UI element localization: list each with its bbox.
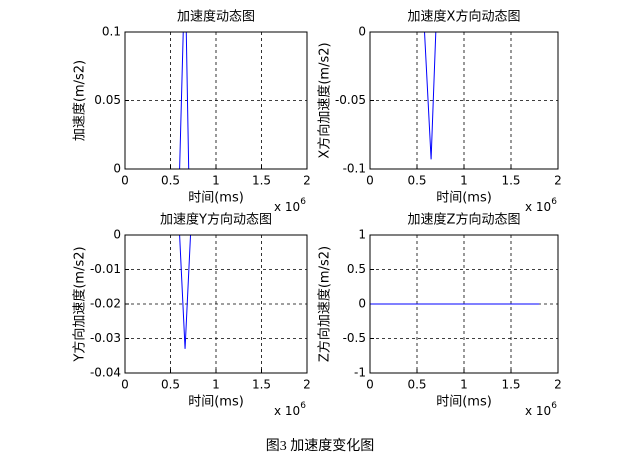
x-multiplier-exponent: 6	[300, 401, 306, 411]
y-tick-label: -0.05	[335, 93, 366, 107]
x-tick-label: 2	[554, 378, 562, 392]
data-line	[370, 32, 540, 160]
y-tick-label: -0.03	[90, 331, 121, 345]
y-tick-label: 0	[358, 297, 366, 311]
x-tick-label: 0.5	[407, 378, 426, 392]
y-tick-label: 0	[358, 25, 366, 39]
x-axis-label: 时间(ms)	[188, 191, 244, 206]
chart-title: 加速度动态图	[177, 9, 255, 25]
x-multiplier-exponent: 6	[551, 197, 557, 207]
x-tick-label: 0	[366, 174, 374, 188]
chart-title: 加速度Y方向动态图	[160, 212, 272, 228]
x-multiplier: x 106	[525, 197, 557, 214]
x-tick-label: 1.5	[501, 378, 520, 392]
x-multiplier-base: x 10	[525, 200, 551, 214]
x-tick-label: 0.5	[161, 174, 180, 188]
x-tick-label: 1	[460, 378, 468, 392]
x-tick-label: 1	[460, 174, 468, 188]
x-multiplier-base: x 10	[274, 200, 300, 214]
y-tick-label: -0.01	[90, 262, 121, 276]
x-tick-label: 1	[212, 174, 220, 188]
x-tick-label: 1.5	[252, 174, 271, 188]
y-tick-label: 0	[113, 228, 121, 242]
x-tick-label: 0.5	[161, 378, 180, 392]
x-tick-label: 1	[212, 378, 220, 392]
x-tick-label: 0	[121, 174, 129, 188]
x-axis-label: 时间(ms)	[188, 395, 244, 410]
y-tick-label: 0.05	[94, 93, 121, 107]
x-multiplier-exponent: 6	[300, 197, 306, 207]
chart-title: 加速度Z方向动态图	[408, 212, 521, 228]
y-tick-label: 0	[113, 162, 121, 176]
chart-title: 加速度X方向动态图	[408, 9, 521, 25]
x-axis-label: 时间(ms)	[436, 191, 492, 206]
x-tick-label: 2	[303, 174, 311, 188]
x-tick-label: 2	[303, 378, 311, 392]
x-tick-label: 0.5	[407, 174, 426, 188]
x-multiplier-base: x 10	[525, 404, 551, 418]
x-tick-label: 1.5	[501, 174, 520, 188]
y-tick-label: -0.1	[343, 162, 366, 176]
y-tick-label: 0.5	[347, 262, 366, 276]
axes-box	[369, 234, 559, 374]
y-tick-label: -0.02	[90, 297, 121, 311]
x-multiplier-exponent: 6	[551, 401, 557, 411]
x-tick-label: 1.5	[252, 378, 271, 392]
axes-box	[369, 31, 559, 170]
y-tick-label: -0.5	[343, 331, 366, 345]
axes-box	[124, 31, 308, 170]
x-multiplier: x 106	[525, 401, 557, 418]
y-tick-label: -1	[354, 366, 366, 380]
axes-box	[124, 234, 308, 374]
x-tick-label: 0	[366, 378, 374, 392]
x-multiplier: x 106	[274, 401, 306, 418]
y-tick-label: 0.1	[102, 25, 121, 39]
y-axis-label: Y方向加速度(m/s2)	[72, 246, 88, 362]
y-tick-label: 1	[358, 228, 366, 242]
y-axis-label: Z方向加速度(m/s2)	[317, 246, 333, 362]
caption: 图3 加速度变化图	[266, 438, 375, 454]
x-multiplier: x 106	[274, 197, 306, 214]
x-axis-label: 时间(ms)	[436, 395, 492, 410]
y-axis-label: 加速度(m/s2)	[72, 60, 88, 141]
y-tick-label: -0.04	[90, 366, 121, 380]
x-tick-label: 0	[121, 378, 129, 392]
y-axis-label: X方向加速度(m/s2)	[317, 42, 333, 158]
data-line	[125, 235, 289, 349]
x-tick-label: 2	[554, 174, 562, 188]
subplot: 0 0.5 1 1.5 2 -0.04 -0.03 -0.02 -0.01 0 加速度Y方向动态图时…	[72, 212, 311, 418]
x-multiplier-base: x 10	[274, 404, 300, 418]
